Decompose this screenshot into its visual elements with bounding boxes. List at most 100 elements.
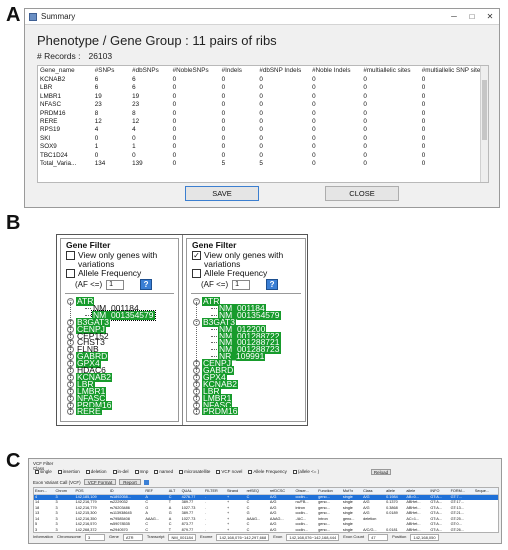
column-header[interactable]: #Indels (221, 67, 242, 75)
vcf-format-button[interactable]: VCF Format (83, 479, 117, 485)
tree-transcript-node[interactable]: NM_012200 (211, 324, 267, 334)
column-header[interactable]: ALT (167, 488, 181, 495)
view-only-genes-checkbox[interactable]: ✓ View only genes with variations (192, 251, 305, 268)
table-row[interactable]: 18 3 142,216,779 rs76203486 G A 1027.73. + C A/G i… (34, 505, 498, 511)
class-filter-checkbox[interactable]: Allele Frequency (248, 469, 287, 474)
allele-frequency-checkbox[interactable]: Allele Frequency (66, 269, 141, 278)
checkbox-box[interactable] (216, 469, 221, 474)
tree-transcript-node[interactable]: NM_001354579 (211, 310, 281, 320)
maximize-icon[interactable]: □ (469, 12, 475, 21)
tree-transcript-node[interactable]: NM_001288723 (211, 345, 281, 355)
table-row[interactable]: RERE 12 12 0 0 0 0 0 0 (38, 117, 488, 125)
column-header[interactable]: QUAL (180, 488, 204, 495)
allele-frequency-checkbox[interactable]: Allele Frequency (192, 269, 267, 278)
column-header[interactable]: #dbSNPs (132, 67, 159, 75)
gene-tree[interactable]: − ATR NM_001184 NM_001354579 + B3GAT3 + CENPJ + C… (65, 293, 174, 415)
minimize-icon[interactable]: ─ (451, 12, 457, 21)
column-header[interactable]: ID (108, 488, 145, 495)
tree-gene-node[interactable]: +RERE (193, 414, 228, 415)
table-row[interactable]: LBR 6 6 0 0 0 0 0 0 (38, 84, 488, 92)
checkbox-box[interactable] (112, 469, 117, 474)
column-header[interactable]: allele (405, 488, 430, 495)
checkbox-box[interactable] (292, 469, 297, 474)
column-header[interactable]: FILTER (203, 488, 226, 495)
column-header[interactable]: #Noble Indels (312, 67, 351, 75)
variant-grid[interactable]: Exon... Chrom POS ID REF ALT QUAL FILTER Strand r… (33, 487, 499, 533)
table-row[interactable]: Total_Varia... 134 139 0 5 5 0 0 0 (38, 159, 488, 167)
checkbox-box[interactable] (66, 269, 75, 278)
column-header[interactable]: Strand (225, 488, 246, 495)
checkbox-box[interactable] (134, 469, 139, 474)
af-input[interactable]: 1 (232, 279, 251, 290)
table-row[interactable]: TBC1D24 0 0 0 0 0 0 0 0 (38, 151, 488, 159)
class-filter-checkbox[interactable]: single (35, 469, 52, 474)
scrollbar-thumb[interactable] (482, 80, 487, 140)
tree-transcript-node[interactable]: NM_001354579 (85, 309, 156, 321)
checkbox-box[interactable]: ✓ (192, 251, 201, 260)
table-row[interactable]: LMBR1 19 19 0 0 0 0 0 0 (38, 92, 488, 100)
checkbox-box[interactable] (154, 469, 159, 474)
tree-transcript-node[interactable]: NM_001288722 (211, 331, 281, 341)
column-header[interactable]: refDCSC (268, 488, 295, 495)
table-row[interactable]: 3 3 142,268,372 rs2940570 C T 879.77. + C A/G codi… (34, 527, 498, 532)
checkbox-box[interactable] (66, 251, 75, 260)
reload-button[interactable]: Reload (371, 469, 391, 475)
table-row[interactable]: 14 3 142,216,779 rs2229032 C T 389.77. + C A/G nc/… (34, 500, 498, 506)
column-header[interactable]: allele (385, 488, 406, 495)
table-row[interactable]: RPS19 4 4 0 0 0 0 0 0 (38, 126, 488, 134)
column-header[interactable]: #multiallelic sites (363, 67, 411, 75)
tree-transcript-node[interactable]: NR_109991 (211, 352, 266, 362)
class-filter-checkbox[interactable]: insertion (57, 469, 80, 474)
gene-tree[interactable]: − ATR NM_001184 NM_001354579− B3GAT3 NM_01220… (191, 293, 301, 415)
selected-variant-row[interactable]: 4 3 142,185,109 rs1892058... A C 4276.77. + C A/G… (34, 494, 498, 500)
view-only-genes-checkbox[interactable]: View only genes with variations (66, 251, 178, 268)
report-button[interactable]: Report (119, 479, 141, 485)
column-header[interactable]: #multiallelic SNP sites (421, 67, 484, 75)
af-input[interactable]: 1 (106, 279, 125, 290)
class-filter-checkbox[interactable]: deletion (85, 469, 107, 474)
summary-grid[interactable]: Gene_name #SNPs #dbSNPs #NobleSNPs #Indels #d… (37, 65, 489, 183)
column-header[interactable]: Seque... (473, 488, 498, 495)
column-header[interactable]: Mut?x (341, 488, 363, 495)
column-header[interactable]: Exon... (34, 488, 55, 495)
column-header[interactable]: Obser... (294, 488, 318, 495)
help-icon[interactable]: ? (266, 279, 279, 290)
tree-transcript-node[interactable]: NM_001288721 (211, 338, 281, 348)
column-header[interactable]: Function (317, 488, 342, 495)
class-filter-checkbox[interactable]: (allele <= ) (292, 469, 319, 474)
close-button[interactable]: CLOSE (325, 186, 399, 201)
table-row[interactable]: SOX9 1 1 0 0 0 0 0 0 (38, 143, 488, 151)
checkbox-box[interactable] (57, 469, 62, 474)
table-row[interactable]: 13 3 142,215,300 rs113938645 A G 389.77. + G A/G c… (34, 511, 498, 517)
class-filter-checkbox[interactable]: in-del (112, 469, 129, 474)
save-button[interactable]: SAVE (185, 186, 259, 201)
class-filter-checkbox[interactable]: VCF novel (216, 469, 242, 474)
help-icon[interactable] (143, 479, 149, 485)
column-header[interactable]: REF (144, 488, 168, 495)
tree-transcript-node[interactable]: NM_001184 (211, 303, 266, 313)
checkbox-box[interactable] (248, 469, 253, 474)
table-row[interactable]: PRDM16 8 8 0 0 0 0 0 0 (38, 109, 488, 117)
table-row[interactable]: NFASC 23 23 0 0 0 0 0 0 (38, 101, 488, 109)
table-row[interactable]: 5 3 142,216,570 rs59078535 C C 873.77. + C A/G cod… (34, 522, 498, 528)
tree-gene-node[interactable]: +RPS19 (67, 414, 105, 415)
close-window-icon[interactable]: ✕ (486, 12, 494, 21)
class-filter-checkbox[interactable]: microsatellite (179, 469, 210, 474)
table-row[interactable]: 14 3 142,216,350 rs79585408 AAAG... A 1027.73.… (34, 516, 498, 522)
column-header[interactable]: refSEQ (245, 488, 269, 495)
tree-transcript-node[interactable]: NM_001184 (85, 303, 140, 313)
column-header[interactable]: #dbSNP Indels (259, 67, 302, 75)
column-header[interactable]: #SNPs (94, 67, 115, 75)
class-filter-checkbox[interactable]: named (154, 469, 173, 474)
class-filter-checkbox[interactable]: mnp (134, 469, 148, 474)
column-header[interactable]: FORM... (449, 488, 474, 495)
help-icon[interactable]: ? (140, 279, 153, 290)
column-header[interactable]: Gene_name (40, 67, 75, 75)
table-row[interactable]: SKI 0 0 0 0 0 0 0 0 (38, 134, 488, 142)
column-header[interactable]: Chrom (54, 488, 75, 495)
checkbox-box[interactable] (192, 269, 201, 278)
column-header[interactable]: INFO (429, 488, 450, 495)
column-header[interactable]: Class (362, 488, 386, 495)
checkbox-box[interactable] (35, 469, 39, 474)
checkbox-box[interactable] (179, 469, 184, 474)
